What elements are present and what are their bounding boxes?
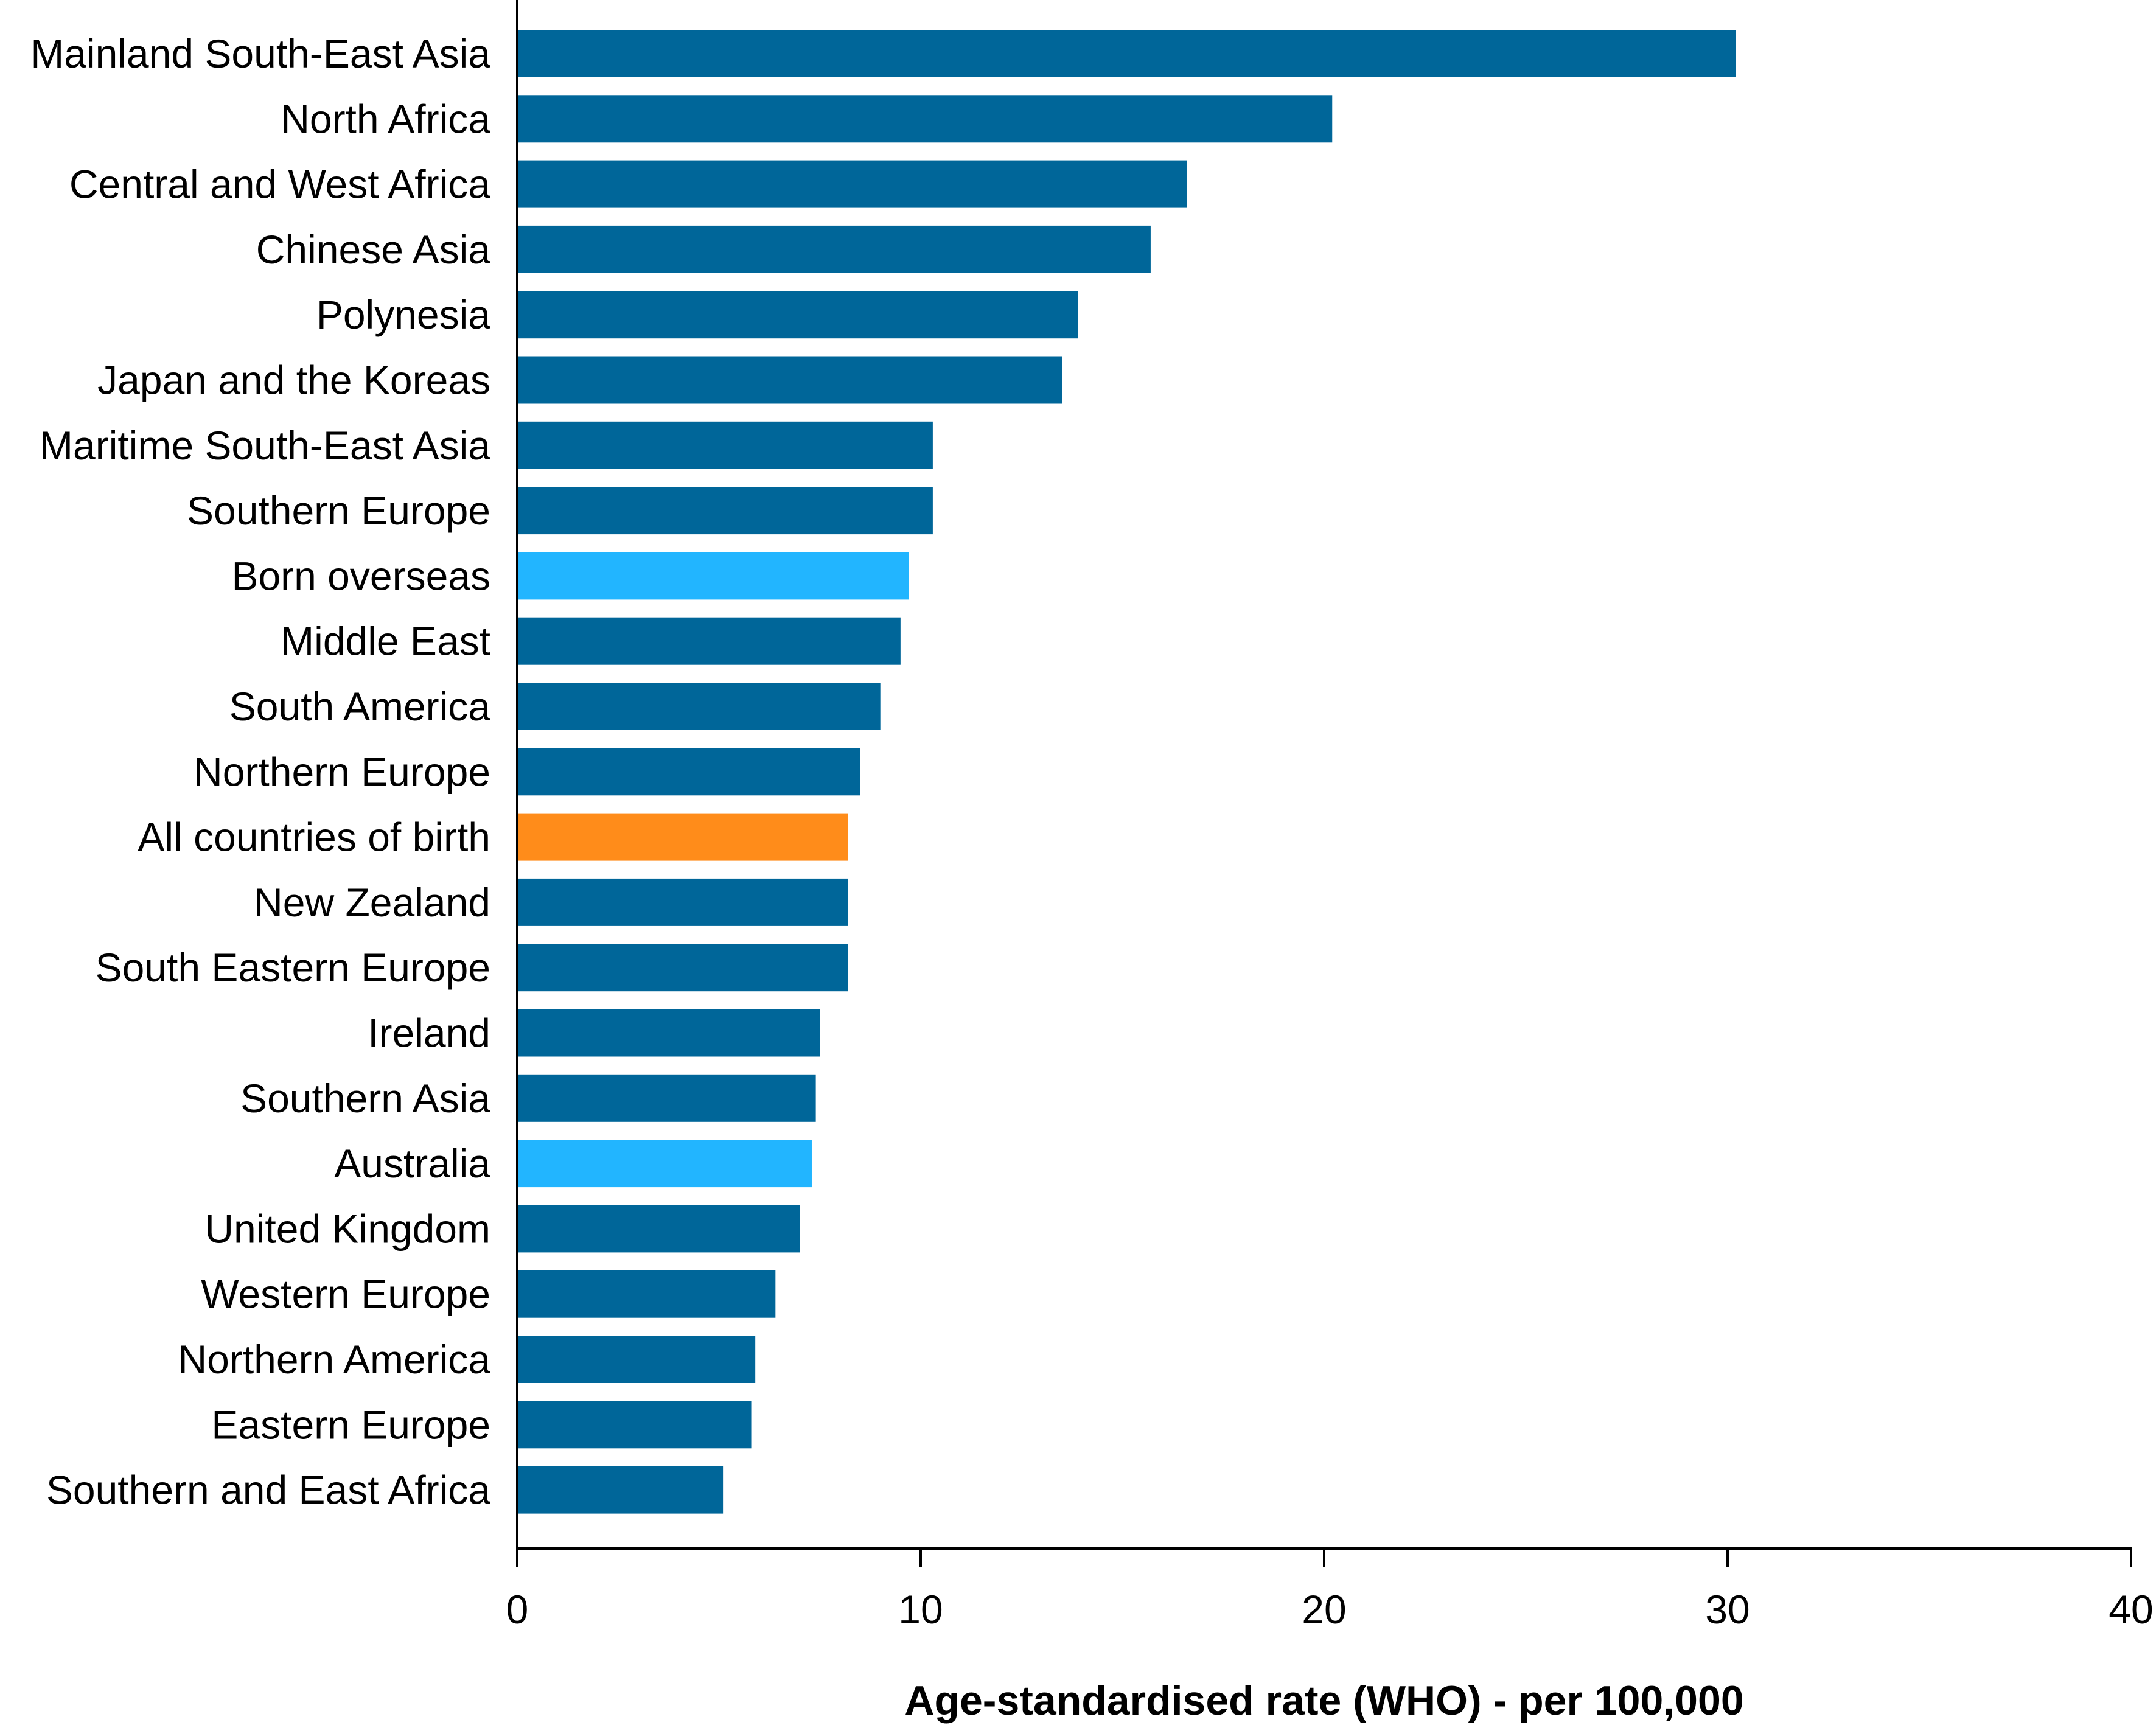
bar bbox=[517, 1466, 724, 1514]
category-label: Middle East bbox=[281, 619, 490, 664]
category-label: Northern America bbox=[178, 1337, 490, 1382]
bar bbox=[517, 487, 933, 535]
category-label: Central and West Africa bbox=[69, 162, 490, 207]
category-label: New Zealand bbox=[254, 880, 490, 925]
category-label: South Eastern Europe bbox=[96, 945, 490, 990]
x-tick-label: 10 bbox=[898, 1587, 943, 1632]
bar bbox=[517, 683, 881, 730]
bar bbox=[517, 160, 1187, 208]
bar bbox=[517, 1205, 800, 1253]
category-label: Born overseas bbox=[231, 553, 490, 598]
category-label: Eastern Europe bbox=[211, 1402, 490, 1447]
category-label: Western Europe bbox=[201, 1272, 490, 1317]
category-label: Southern Asia bbox=[240, 1076, 490, 1121]
bar bbox=[517, 552, 909, 600]
bar bbox=[517, 1336, 756, 1383]
bar bbox=[517, 291, 1078, 339]
category-label: Southern and East Africa bbox=[46, 1468, 490, 1513]
bar bbox=[517, 1009, 820, 1057]
category-label: Southern Europe bbox=[187, 488, 490, 533]
x-tick-label: 20 bbox=[1302, 1587, 1346, 1632]
bar bbox=[517, 1401, 752, 1449]
category-label: Mainland South-East Asia bbox=[30, 31, 490, 76]
bar bbox=[517, 225, 1151, 273]
x-tick-label: 30 bbox=[1705, 1587, 1750, 1632]
category-label: Ireland bbox=[368, 1011, 490, 1056]
x-tick-label: 0 bbox=[506, 1587, 529, 1632]
x-axis-title: Age-standardised rate (WHO) - per 100,00… bbox=[904, 1678, 1743, 1724]
bar bbox=[517, 356, 1062, 404]
bar bbox=[517, 748, 860, 796]
bar bbox=[517, 30, 1736, 77]
category-label: North Africa bbox=[281, 96, 490, 141]
bar bbox=[517, 1074, 816, 1122]
category-label: Northern Europe bbox=[194, 749, 490, 794]
category-label: South America bbox=[229, 684, 491, 729]
x-axis-ticks: 0 10 20 30 40 bbox=[506, 1549, 2154, 1632]
x-tick-label: 40 bbox=[2109, 1587, 2153, 1632]
category-label: Chinese Asia bbox=[256, 227, 491, 272]
category-label: Japan and the Koreas bbox=[97, 358, 490, 403]
category-label: Polynesia bbox=[316, 292, 490, 337]
bar bbox=[517, 1140, 812, 1188]
category-label: All countries of birth bbox=[138, 815, 490, 860]
category-label: Australia bbox=[334, 1141, 490, 1186]
category-label: United Kingdom bbox=[204, 1206, 490, 1251]
bar bbox=[517, 813, 848, 861]
bar bbox=[517, 1270, 776, 1318]
category-label: Maritime South-East Asia bbox=[40, 423, 490, 468]
bar bbox=[517, 617, 901, 665]
bar bbox=[517, 944, 848, 992]
bar bbox=[517, 95, 1333, 143]
category-labels: Mainland South-East Asia North Africa Cent… bbox=[30, 31, 490, 1513]
bar bbox=[517, 878, 848, 926]
bars-layer bbox=[517, 30, 1736, 1514]
bar bbox=[517, 421, 933, 469]
